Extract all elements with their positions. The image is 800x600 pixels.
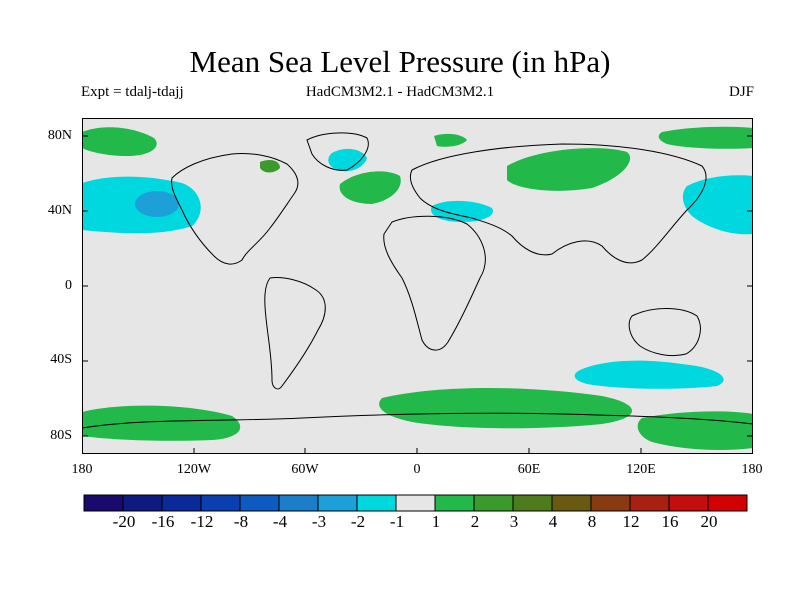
legend-label-5: -4	[272, 512, 288, 531]
legend-label-8: -1	[389, 512, 405, 531]
lon-label-120w: 120W	[176, 462, 212, 477]
legend-label-10: 2	[470, 512, 480, 531]
legend-label-14: 12	[622, 512, 640, 531]
legend-label-15: 16	[661, 512, 679, 531]
australia-coast	[628, 308, 701, 357]
legend-swatch-3	[161, 494, 202, 512]
lon-label-120e: 120E	[626, 462, 656, 477]
antarctic-west-high-region	[82, 405, 241, 441]
legend-swatch-6	[278, 494, 319, 512]
legend-swatch-16	[668, 494, 709, 512]
mediterranean-low-region	[431, 200, 493, 222]
legend-swatch-7	[317, 494, 358, 512]
legend-label-6: -3	[311, 512, 327, 531]
experiment-label: Expt = tdalj-tdajj	[81, 84, 184, 100]
legend-label-11: 3	[509, 512, 519, 531]
legend-swatch-2	[122, 494, 163, 512]
antarctic-south-atlantic-high-region	[379, 388, 632, 429]
positive-anomaly-regions	[82, 126, 753, 450]
legend-label-3: -12	[190, 512, 214, 531]
lat-label-80s: 80S	[50, 428, 72, 443]
arctic-pacific-high-region	[82, 127, 157, 156]
east-siberia-high-region	[658, 126, 753, 149]
legend-swatch-11	[473, 494, 514, 512]
legend-label-12: 4	[548, 512, 558, 531]
greenland-coast	[306, 132, 369, 171]
legend-swatch-12	[512, 494, 553, 512]
legend-swatch-14	[590, 494, 631, 512]
season-label: DJF	[728, 84, 754, 100]
model-label: HadCM3M2.1 - HadCM3M2.1	[305, 84, 495, 100]
lat-label-0: 0	[65, 278, 72, 293]
legend-swatch-9	[395, 494, 436, 512]
legend-swatch-10	[434, 494, 475, 512]
legend-label-4: -8	[233, 512, 249, 531]
greenland-low-region	[328, 148, 367, 172]
legend-label-2: -16	[151, 512, 175, 531]
lon-label-60e: 60E	[517, 462, 541, 477]
world-map	[82, 118, 753, 454]
negative-anomaly-regions	[82, 148, 753, 389]
map-ticks	[82, 135, 753, 454]
north-america-coast	[171, 153, 299, 265]
lon-label-60w: 60W	[291, 462, 319, 477]
lon-label-180w: 180	[71, 462, 93, 477]
eurasia-high-region	[507, 148, 631, 191]
coastlines	[82, 132, 753, 429]
legend-swatch-17	[707, 494, 748, 512]
north-atlantic-high-region	[339, 171, 401, 204]
legend-label-9: 1	[431, 512, 441, 531]
lon-label-0: 0	[413, 462, 421, 477]
legend-swatch-13	[551, 494, 592, 512]
arctic-high-region	[434, 133, 467, 147]
legend-swatch-5	[239, 494, 280, 512]
legend-swatch-1	[83, 494, 124, 512]
legend-label-1: -20	[112, 512, 136, 531]
lat-label-40n: 40N	[47, 203, 72, 218]
hudson-high-region	[260, 160, 280, 173]
west-pacific-low-region	[682, 175, 753, 235]
eurasia-coast	[409, 143, 707, 264]
lat-label-80n: 80N	[47, 128, 72, 143]
legend-label-13: 8	[587, 512, 597, 531]
legend-label-16: 20	[700, 512, 718, 531]
antarctica-coast	[82, 412, 753, 429]
north-pacific-core-region	[135, 191, 179, 217]
legend-label-7: -2	[350, 512, 366, 531]
chart-title: Mean Sea Level Pressure (in hPa)	[189, 44, 611, 79]
legend-swatch-8	[356, 494, 397, 512]
africa-coast	[383, 215, 486, 351]
legend-swatch-15	[629, 494, 670, 512]
southern-ocean-low-region	[574, 360, 724, 389]
legend-swatch-4	[200, 494, 241, 512]
south-america-coast	[264, 277, 326, 390]
lat-label-40s: 40S	[50, 352, 72, 367]
lon-label-180e: 180	[741, 462, 763, 477]
